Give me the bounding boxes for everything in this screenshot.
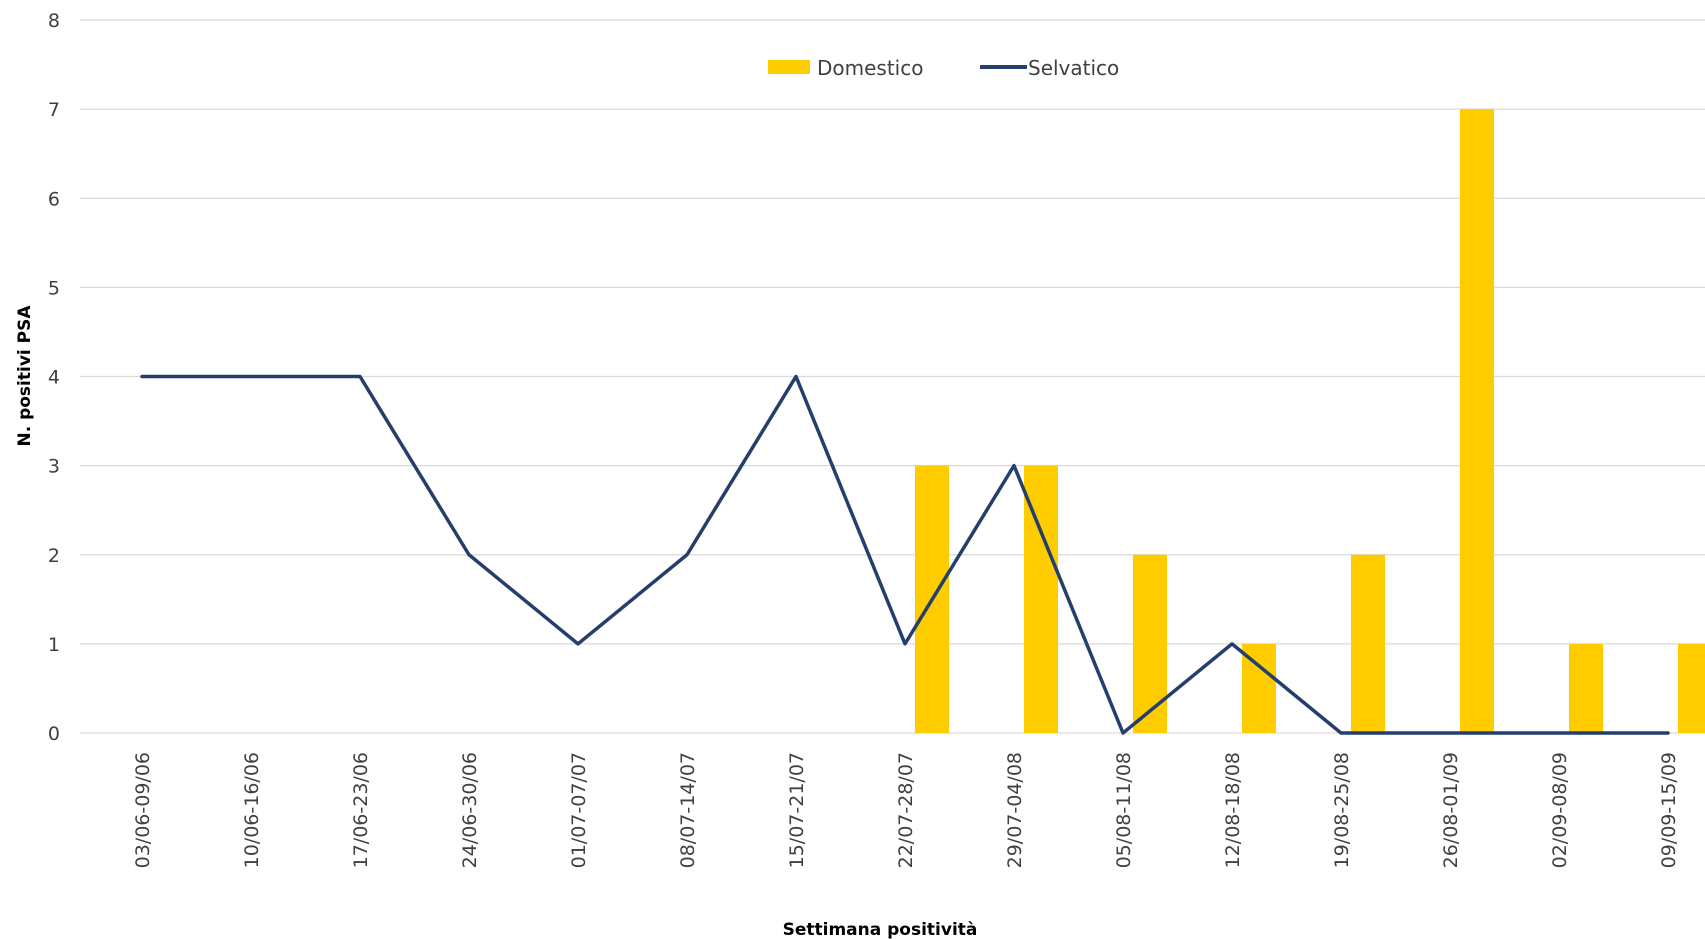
bar-domestico bbox=[1133, 554, 1167, 733]
x-tick-label: 29/07-04/08 bbox=[1004, 752, 1026, 868]
x-tick-label: 10/06-16/06 bbox=[241, 752, 263, 868]
y-tick-label: 5 bbox=[48, 277, 60, 299]
x-tick-label: 12/08-18/08 bbox=[1222, 752, 1244, 868]
x-tick-label: 19/08-25/08 bbox=[1331, 752, 1353, 868]
legend: Domestico Selvatico bbox=[768, 56, 1119, 80]
selvatico-line-series bbox=[140, 374, 1670, 735]
y-tick-label: 1 bbox=[48, 634, 60, 656]
x-tick-label: 17/06-23/06 bbox=[350, 752, 372, 868]
y-tick-label: 0 bbox=[48, 723, 60, 745]
x-tick-label: 22/07-28/07 bbox=[895, 752, 917, 868]
x-tick-label: 05/08-11/08 bbox=[1113, 752, 1135, 868]
legend-label-domestico: Domestico bbox=[817, 56, 923, 80]
y-axis-title: N. positivi PSA bbox=[15, 305, 35, 447]
legend-label-selvatico: Selvatico bbox=[1028, 56, 1119, 80]
y-tick-label: 3 bbox=[48, 456, 60, 478]
y-tick-label: 7 bbox=[48, 99, 60, 121]
legend-swatch-domestico bbox=[768, 60, 810, 74]
line-selvatico bbox=[140, 374, 1670, 735]
domestico-bars bbox=[915, 109, 1705, 733]
y-tick-label: 8 bbox=[48, 10, 60, 32]
y-tick-label: 2 bbox=[48, 545, 60, 567]
y-tick-label: 6 bbox=[48, 188, 60, 210]
bar-domestico bbox=[1569, 643, 1603, 733]
x-tick-label: 02/09-08/09 bbox=[1549, 752, 1571, 868]
x-tick-label: 08/07-14/07 bbox=[677, 752, 699, 868]
bar-domestico bbox=[1460, 109, 1494, 733]
bar-domestico bbox=[1351, 554, 1385, 733]
bar-domestico bbox=[1024, 465, 1058, 733]
x-tick-label: 24/06-30/06 bbox=[459, 752, 481, 868]
x-tick-label: 15/07-21/07 bbox=[786, 752, 808, 868]
bar-domestico bbox=[1678, 643, 1705, 733]
x-tick-label: 26/08-01/09 bbox=[1440, 752, 1462, 868]
x-axis-title: Settimana positività bbox=[783, 920, 978, 939]
x-tick-label: 09/09-15/09 bbox=[1658, 752, 1680, 868]
x-tick-label: 03/06-09/06 bbox=[132, 752, 154, 868]
y-tick-labels: 0 1 2 3 4 5 6 7 8 bbox=[48, 10, 60, 745]
x-tick-label: 01/07-07/07 bbox=[568, 752, 590, 868]
x-tick-labels: 03/06-09/06 10/06-16/06 17/06-23/06 24/06-3… bbox=[132, 752, 1680, 868]
y-tick-label: 4 bbox=[48, 367, 60, 389]
